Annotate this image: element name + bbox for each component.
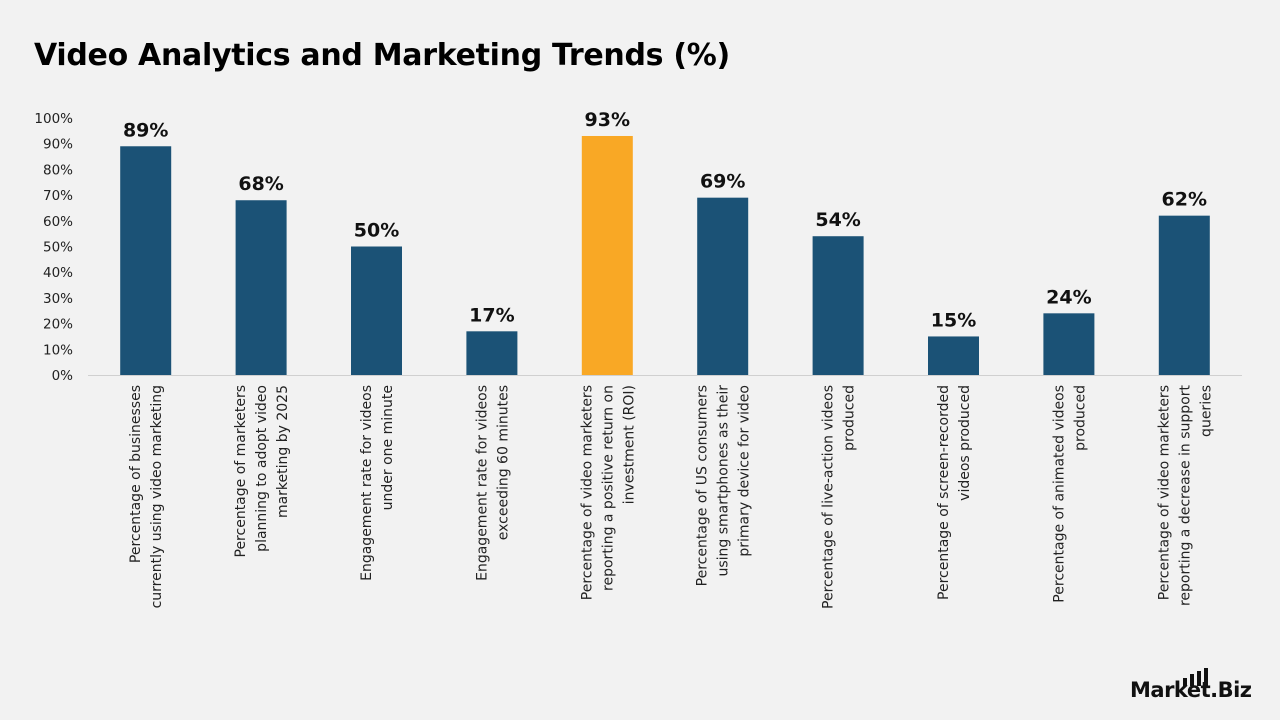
x-category-label-line: produced <box>1072 385 1088 451</box>
bar <box>235 200 287 375</box>
data-labels: 89% 68% 50% 17% 93% 69% 54% 15% 24% 62% <box>123 109 1207 331</box>
bar-chart-icon <box>1183 668 1208 686</box>
x-category-label-line: Percentage of live-action videos <box>821 385 837 609</box>
x-category-label-line: reporting a positive return on <box>600 385 616 591</box>
brand-logo: Market.Biz <box>1130 664 1260 708</box>
x-category-label: Percentage of video marketers reporting a… <box>579 385 637 600</box>
bar <box>1043 313 1095 375</box>
x-category-label-line: Percentage of animated videos <box>1051 385 1067 603</box>
x-category-label-line: produced <box>842 385 858 451</box>
x-category-label: Percentage of live-action videos produced <box>821 385 858 609</box>
bar <box>812 236 864 375</box>
y-tick-label: 30% <box>43 291 73 307</box>
x-category-label-line: Engagement rate for videos <box>359 385 375 581</box>
y-axis: 0% 10% 20% 30% 40% 50% 60% 70% 80% 90% 100% <box>34 111 73 384</box>
x-category-label: Percentage of businesses currently using … <box>128 385 165 608</box>
y-tick-label: 80% <box>43 162 73 178</box>
bar-value-label: 62% <box>1162 189 1207 211</box>
bar-value-label: 17% <box>469 304 514 326</box>
bar <box>581 135 633 375</box>
bar <box>351 246 402 375</box>
y-tick-label: 50% <box>43 240 73 256</box>
x-category-label-line: exceeding 60 minutes <box>495 385 511 540</box>
x-category-label: Engagement rate for videos under one minu… <box>359 385 396 581</box>
x-category-label-line: queries <box>1198 385 1214 437</box>
x-category-label-line: planning to adopt video <box>254 385 270 552</box>
x-category-label-line: Percentage of screen-recorded <box>936 385 952 600</box>
y-tick-label: 100% <box>34 111 73 127</box>
bar-value-label: 24% <box>1046 286 1091 308</box>
y-tick-label: 40% <box>43 265 73 281</box>
chart-title: Video Analytics and Marketing Trends (%) <box>34 38 730 73</box>
x-axis-labels: Percentage of businesses currently using … <box>128 384 1214 608</box>
bar <box>466 331 518 375</box>
y-tick-label: 70% <box>43 188 73 204</box>
x-category-label: Percentage of screen-recorded videos prod… <box>936 385 973 600</box>
bar <box>928 336 979 375</box>
x-category-label-line: Engagement rate for videos <box>474 385 490 581</box>
y-tick-label: 0% <box>52 368 74 384</box>
bar-value-label: 89% <box>123 119 168 141</box>
bar-value-label: 50% <box>354 220 399 242</box>
x-category-label-line: marketing by 2025 <box>275 385 291 518</box>
x-category-label-line: Percentage of US consumers <box>695 385 711 586</box>
bar-value-label: 54% <box>815 209 860 231</box>
y-tick-label: 60% <box>43 214 73 230</box>
bar-value-label: 68% <box>238 173 283 195</box>
x-category-label-line: videos produced <box>957 385 973 501</box>
y-tick-label: 20% <box>43 317 73 333</box>
x-category-label: Percentage of US consumers using smartpho… <box>695 385 753 587</box>
x-category-label-line: Percentage of marketers <box>233 385 249 558</box>
bar <box>120 146 172 375</box>
x-category-label-line: primary device for video <box>737 385 753 557</box>
x-category-label-line: using smartphones as their <box>716 385 732 577</box>
bars <box>120 135 1210 375</box>
bar-value-label: 93% <box>585 109 630 131</box>
x-category-label: Percentage of video marketers reporting a… <box>1156 384 1214 606</box>
y-tick-label: 10% <box>43 342 73 358</box>
x-category-label-line: investment (ROI) <box>621 385 637 504</box>
y-tick-label: 90% <box>43 137 73 153</box>
x-category-label-line: under one minute <box>380 385 396 510</box>
bar-value-label: 15% <box>931 309 976 331</box>
x-category-label-line: Percentage of video marketers <box>579 385 595 600</box>
x-category-label-line: reporting a decrease in support <box>1177 384 1193 606</box>
x-category-label-line: Percentage of businesses <box>128 385 144 563</box>
x-category-label: Engagement rate for videos exceeding 60 m… <box>474 385 511 581</box>
x-category-label-line: currently using video marketing <box>149 385 165 608</box>
x-category-label: Percentage of marketers planning to adopt… <box>233 385 291 558</box>
bar-value-label: 69% <box>700 171 745 193</box>
bar <box>697 197 749 375</box>
x-category-label: Percentage of animated videos produced <box>1051 385 1088 603</box>
x-category-label-line: Percentage of video marketers <box>1156 385 1172 600</box>
bar <box>1158 215 1210 375</box>
